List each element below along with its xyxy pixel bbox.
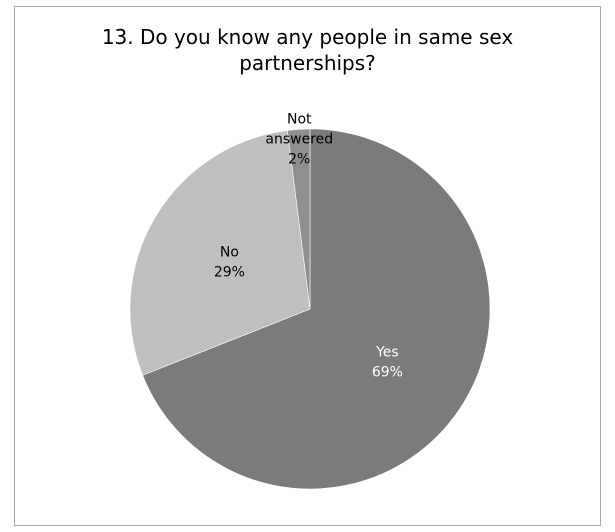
chart-title-line-1: 13. Do you know any people in same sex [101,25,514,49]
chart-title-line-2: partnerships? [239,51,376,75]
data-label-no: No 29% [214,244,245,280]
chart-title: 13. Do you know any people in same sex p… [15,24,600,76]
data-label-not-answered: Not answered 2% [265,111,333,167]
data-label-yes: Yes 69% [372,345,403,381]
pie-slice-yes [142,128,491,490]
pie-slice-not-answered [287,128,311,310]
pie-slice-no [129,130,311,376]
